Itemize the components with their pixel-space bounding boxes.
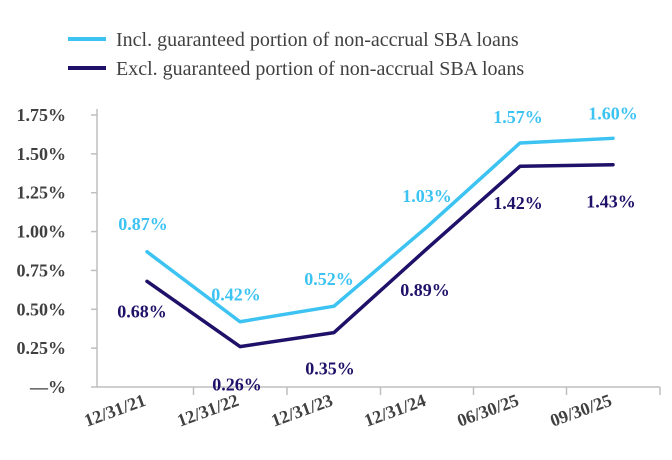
data-label-excl: 0.35%: [305, 359, 355, 379]
y-tick-label: 1.75%: [17, 105, 67, 125]
y-tick-label: 1.00%: [17, 222, 67, 242]
y-tick-label: 0.50%: [17, 299, 67, 319]
chart-legend: Incl. guaranteed portion of non-accrual …: [68, 29, 524, 80]
y-tick-label: 0.25%: [17, 338, 67, 358]
x-tick-label: 06/30/25: [454, 390, 521, 431]
series-line-excl: [145, 162, 615, 349]
data-label-excl: 0.89%: [400, 280, 450, 300]
legend-label-excl: Excl. guaranteed portion of non-accrual …: [116, 58, 524, 80]
x-tick-label: 12/31/22: [174, 390, 241, 431]
data-label-excl: 1.42%: [493, 193, 543, 213]
y-tick-label: 1.25%: [17, 183, 67, 203]
data-label-excl: 0.68%: [117, 301, 167, 321]
data-label-excl: 1.43%: [586, 191, 636, 211]
data-label-excl: 0.26%: [212, 375, 262, 395]
chart-axes: —% 0.25% 0.50% 0.75% 1.00% 1.25% 1.50% 1.75% 12/…: [17, 105, 661, 431]
x-tick-label: 12/31/23: [268, 390, 335, 431]
x-tick-label: 09/30/25: [547, 390, 614, 431]
data-label-incl: 0.52%: [304, 269, 354, 289]
y-tick-label: —%: [29, 377, 66, 397]
y-tick-label: 0.75%: [17, 260, 67, 280]
data-label-incl: 1.57%: [493, 107, 543, 127]
data-label-incl: 1.03%: [402, 186, 452, 206]
chart-series: [145, 136, 615, 349]
data-label-incl: 1.60%: [588, 103, 638, 123]
legend-label-incl: Incl. guaranteed portion of non-accrual …: [116, 29, 519, 51]
data-label-incl: 0.87%: [118, 214, 168, 234]
series-line-incl: [145, 136, 615, 324]
data-label-incl: 0.42%: [211, 285, 261, 305]
chart-data-labels: 0.87% 0.42% 0.52% 1.03% 1.57% 1.60% 0.68% 0.26%…: [117, 103, 638, 394]
x-tick-label: 12/31/21: [81, 390, 148, 431]
y-tick-label: 1.50%: [17, 144, 67, 164]
x-tick-label: 12/31/24: [361, 390, 428, 431]
